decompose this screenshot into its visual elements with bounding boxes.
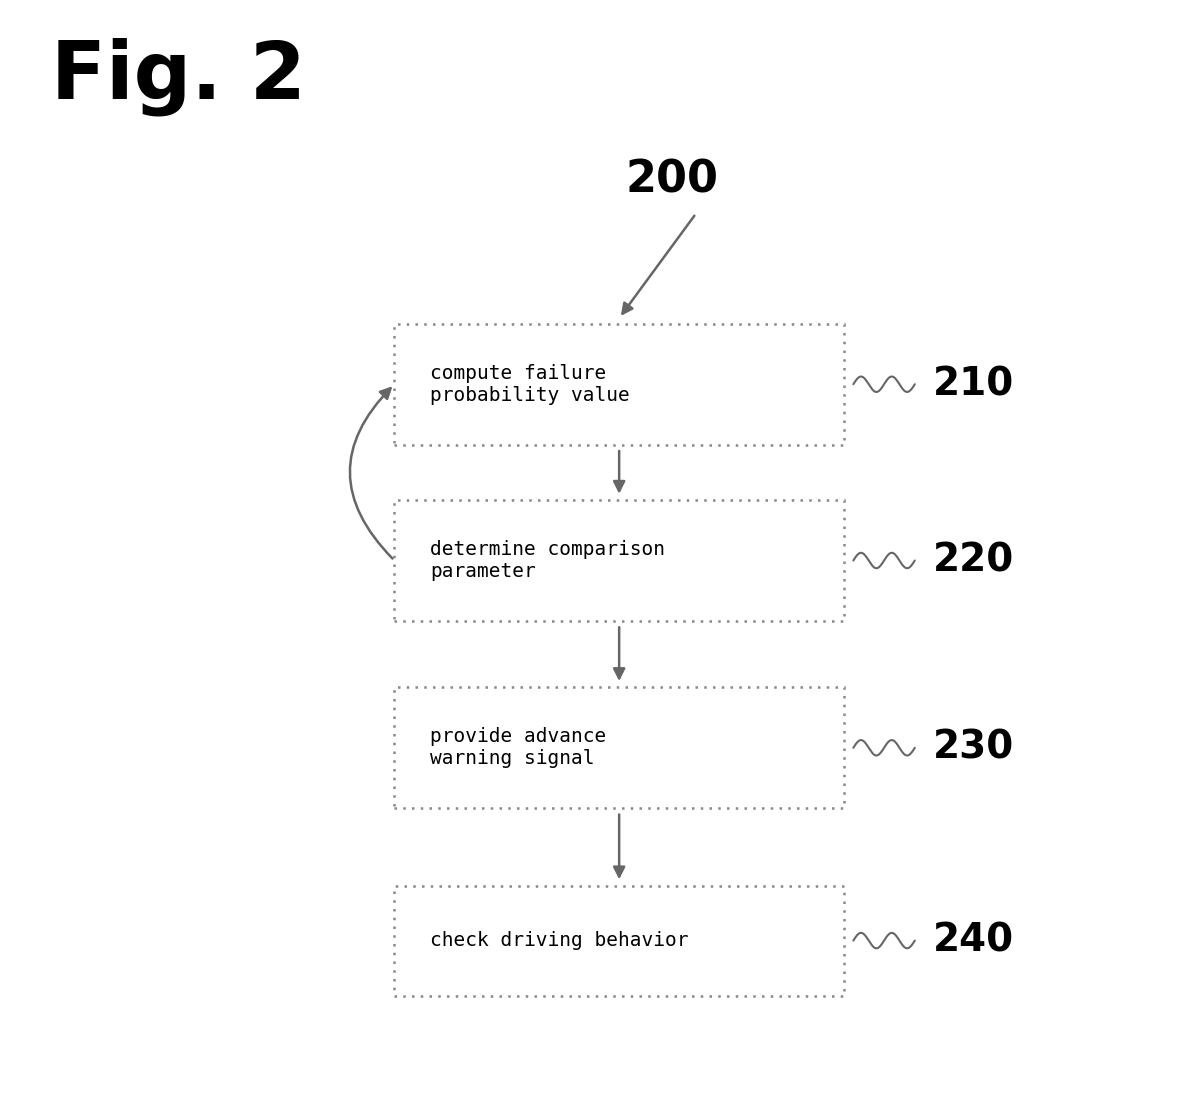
Text: determine comparison
parameter: determine comparison parameter xyxy=(430,539,665,581)
Text: 210: 210 xyxy=(933,365,1014,403)
FancyArrowPatch shape xyxy=(350,388,393,558)
Bar xyxy=(394,324,844,445)
Text: 230: 230 xyxy=(933,729,1014,767)
Text: provide advance
warning signal: provide advance warning signal xyxy=(430,727,606,768)
Text: 240: 240 xyxy=(933,921,1014,959)
Bar xyxy=(394,886,844,996)
Bar xyxy=(394,687,844,808)
Bar xyxy=(394,500,844,622)
Text: Fig. 2: Fig. 2 xyxy=(51,38,306,115)
Text: 200: 200 xyxy=(626,159,719,202)
Text: compute failure
probability value: compute failure probability value xyxy=(430,364,630,405)
Text: 220: 220 xyxy=(933,542,1014,579)
Text: check driving behavior: check driving behavior xyxy=(430,931,688,950)
